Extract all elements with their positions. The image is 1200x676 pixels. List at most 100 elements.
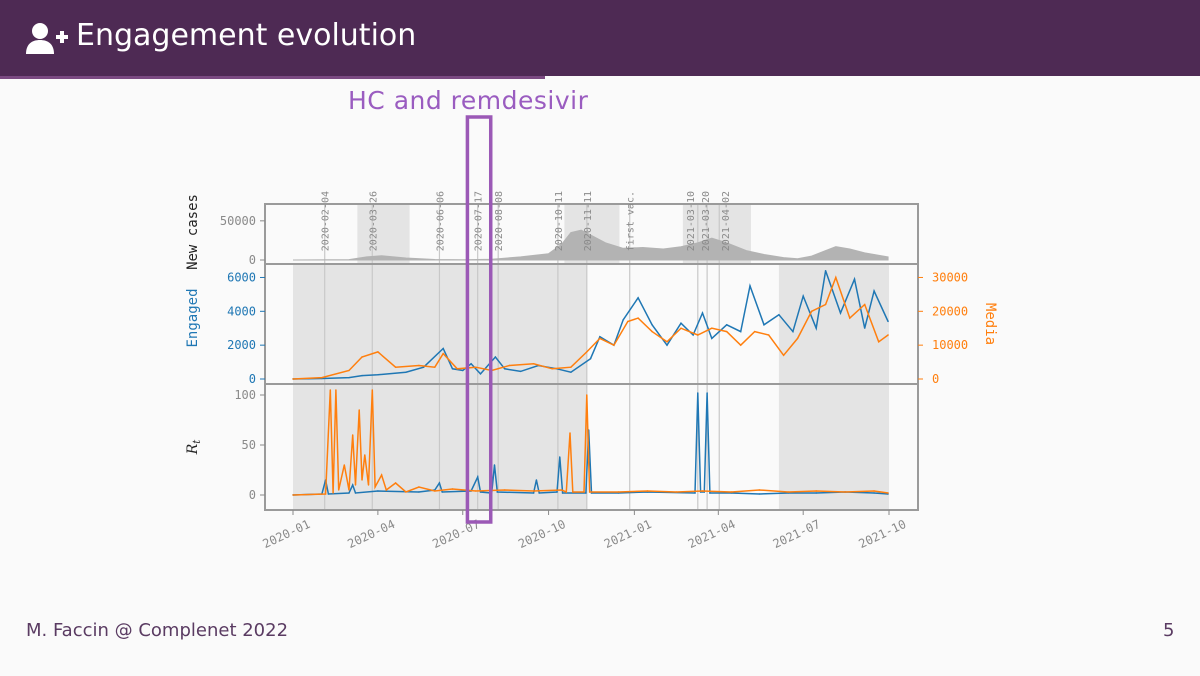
data-point: [613, 344, 615, 346]
x-tick-label: 2020-04: [345, 517, 397, 551]
event-label: 2020-02-04: [321, 191, 332, 251]
ylabel-engaged: Engaged: [185, 288, 201, 347]
data-point: [405, 371, 407, 373]
data-point: [422, 366, 425, 368]
data-point: [504, 489, 506, 491]
data-point: [559, 456, 561, 458]
data-point: [873, 492, 875, 494]
data-point: [758, 489, 761, 491]
data-point: [675, 491, 678, 493]
data-point: [462, 369, 464, 372]
data-point: [292, 378, 294, 380]
data-point: [451, 368, 454, 370]
data-point: [358, 409, 360, 411]
data-point: [335, 389, 337, 391]
data-point: [361, 356, 363, 358]
data-point: [753, 330, 756, 333]
data-point: [385, 489, 387, 491]
data-point: [508, 364, 511, 367]
data-point: [758, 493, 761, 495]
data-point: [451, 488, 454, 490]
data-point: [651, 330, 653, 333]
event-label: 2021-04-02: [721, 191, 732, 251]
data-point: [622, 319, 624, 321]
event-label: 2021-03-20: [701, 191, 712, 251]
data-point: [589, 357, 592, 360]
event-label: 2020-06-06: [435, 191, 446, 251]
data-point: [887, 334, 889, 336]
data-point: [763, 324, 765, 326]
data-point: [646, 490, 649, 492]
data-point: [456, 368, 458, 370]
highlight-box: [465, 115, 493, 524]
data-point: [815, 327, 817, 329]
data-point: [887, 320, 889, 323]
y-tick-label: 2000: [227, 338, 256, 352]
x-tick-label: 2021-10: [857, 517, 909, 551]
data-point: [442, 352, 444, 355]
data-point: [853, 278, 856, 280]
data-point: [849, 317, 851, 319]
data-point: [348, 376, 350, 379]
data-point: [692, 334, 694, 336]
data-point: [585, 492, 587, 494]
data-point: [666, 341, 668, 343]
data-point: [680, 322, 682, 324]
data-point: [434, 366, 436, 368]
data-point: [586, 351, 588, 353]
data-point: [839, 312, 842, 314]
data-point: [519, 370, 522, 373]
data-point: [351, 434, 354, 436]
data-point: [377, 490, 379, 492]
data-point: [324, 493, 327, 495]
data-point: [371, 389, 373, 391]
data-point: [588, 491, 591, 493]
data-point: [697, 392, 699, 394]
data-point: [332, 492, 334, 494]
data-point: [694, 492, 696, 494]
data-point: [292, 494, 294, 496]
data-point: [778, 313, 780, 316]
panel-rt: 0 50 100: [234, 383, 919, 511]
x-tick-label: 2021-04: [686, 517, 738, 551]
data-point: [442, 347, 444, 350]
data-point: [532, 492, 535, 494]
x-tick-label: 2021-07: [771, 517, 823, 551]
data-point: [824, 269, 827, 272]
data-point: [666, 344, 668, 346]
footer-author: M. Faccin @ Complenet 2022: [26, 620, 289, 641]
data-point: [348, 492, 350, 494]
shaded-period: [357, 204, 410, 264]
data-point: [711, 327, 713, 329]
data-point: [792, 330, 794, 333]
data-point: [739, 330, 742, 333]
data-point: [739, 344, 742, 346]
data-point: [493, 464, 496, 466]
data-point: [697, 334, 699, 336]
y-tick-label-right: 0: [932, 372, 939, 386]
data-point: [321, 376, 323, 379]
data-point: [374, 486, 376, 488]
data-point: [706, 392, 708, 394]
data-point: [864, 327, 866, 329]
data-point: [377, 374, 379, 376]
page-number: 5: [1163, 620, 1175, 641]
data-point: [709, 492, 711, 494]
data-point: [815, 490, 817, 492]
data-point: [476, 476, 479, 478]
data-point: [617, 491, 620, 493]
data-point: [572, 491, 574, 493]
data-point: [873, 290, 875, 292]
data-point: [475, 490, 477, 492]
data-point: [538, 492, 540, 494]
x-tick-label: 2021-01: [602, 517, 654, 551]
y-tick-label: 50: [242, 438, 256, 452]
data-point: [680, 327, 682, 329]
data-point: [479, 373, 482, 375]
data-point: [887, 492, 889, 494]
highlight-annotation: HC and remdesivir: [348, 86, 589, 115]
data-point: [405, 491, 407, 493]
user-plus-icon: [26, 22, 70, 60]
y-tick-label: 0: [249, 488, 256, 502]
header-bar: [0, 0, 1200, 76]
